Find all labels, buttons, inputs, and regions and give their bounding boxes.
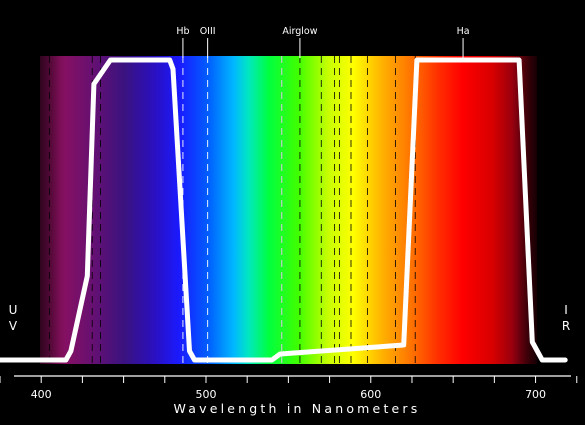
uv-label-char: U (9, 303, 18, 317)
transmission-curves (0, 57, 568, 363)
emission-line-labels: Hb OIII Airglow Ha (176, 26, 470, 58)
x-tick-label: 500 (195, 388, 216, 401)
spectrum-edge-fade (40, 56, 537, 364)
line-label: Hb (176, 26, 189, 37)
x-tick-label: 400 (31, 388, 52, 401)
emission-line-markers (48, 56, 416, 364)
line-label: OIII (200, 26, 216, 37)
transmission-curve (0, 57, 568, 363)
x-tick-label: 700 (525, 388, 546, 401)
line-label: Airglow (282, 26, 317, 37)
ir-label-char: I (564, 303, 568, 317)
x-tick-label: 600 (360, 388, 381, 401)
x-axis-title: Wavelength in Nanometers (174, 401, 421, 416)
ir-label-char: R (562, 319, 570, 333)
x-axis-ticks: 400 500 600 700 (0, 376, 578, 401)
ir-edge-label: I R (562, 303, 570, 333)
line-label: Ha (457, 26, 470, 37)
uv-edge-label: U V (9, 303, 18, 333)
uv-label-char: V (9, 319, 18, 333)
